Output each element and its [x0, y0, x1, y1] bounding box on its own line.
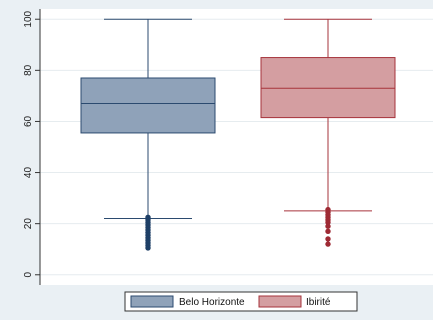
- y-axis: 0 20 40 60 80 100: [23, 10, 40, 278]
- legend-swatch-ibirite: [258, 295, 302, 308]
- iqr-box-ibirite: [260, 57, 396, 119]
- box-series: [80, 18, 396, 251]
- outlier-point-belo-horizonte-12: [145, 245, 151, 251]
- outlier-point-ibirite-5: [325, 219, 331, 226]
- y-tick-label-40: 40: [23, 167, 34, 179]
- legend: Belo Horizonte Ibirité: [124, 291, 358, 312]
- box-belo-horizonte: [80, 18, 216, 251]
- outlier-point-ibirite-8: [325, 236, 331, 242]
- outlier-point-ibirite-9: [325, 241, 331, 247]
- y-tick-label-20: 20: [23, 218, 34, 230]
- iqr-box-belo-horizonte: [80, 77, 216, 134]
- legend-swatch-belo-horizonte: [130, 295, 174, 308]
- legend-label-belo-horizonte: Belo Horizonte: [179, 297, 245, 308]
- legend-label-ibirite: Ibirité: [306, 297, 331, 308]
- y-tick-label-80: 80: [23, 64, 34, 76]
- y-tick-label-60: 60: [23, 115, 34, 127]
- y-tick-label-100: 100: [23, 10, 34, 27]
- box-ibirite: [260, 18, 396, 247]
- plot-area: [40, 9, 433, 285]
- y-tick-label-0: 0: [23, 272, 34, 278]
- outlier-point-ibirite-7: [325, 228, 331, 235]
- outlier-point-ibirite-6: [325, 223, 331, 229]
